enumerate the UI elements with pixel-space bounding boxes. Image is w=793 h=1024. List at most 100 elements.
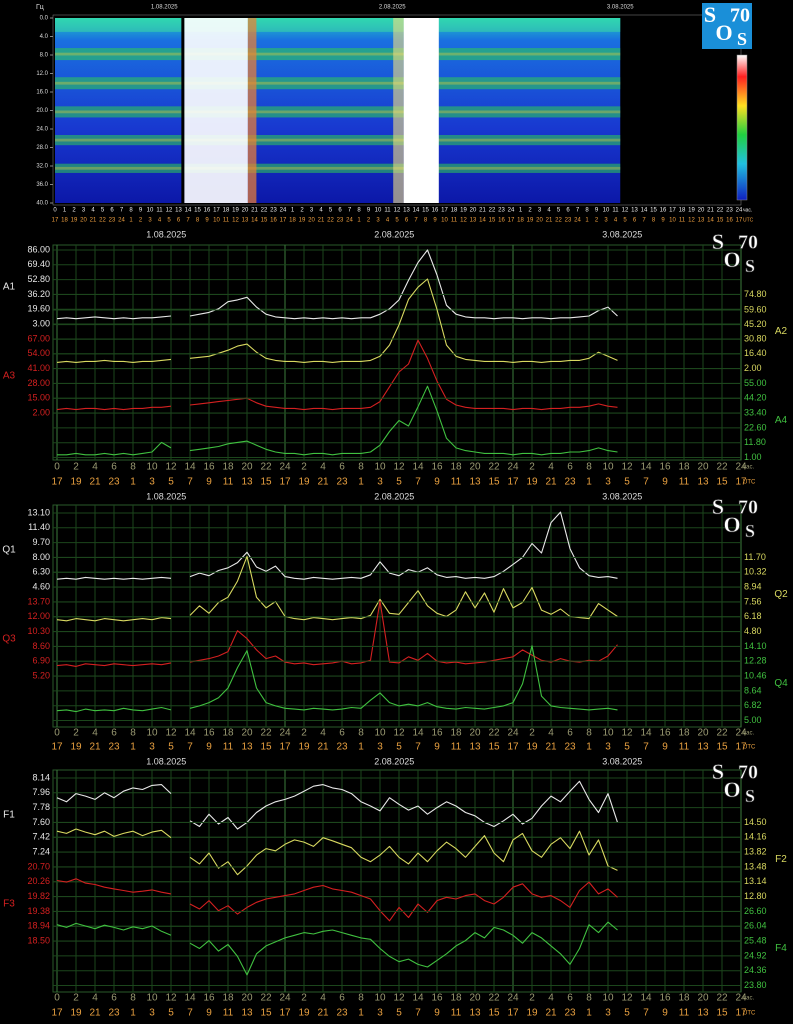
- y-tick-label: 19.38: [27, 906, 50, 916]
- utc-tick-label: 21: [89, 742, 101, 753]
- x-tick-label: 6: [111, 993, 117, 1004]
- utc-tick-label: 15: [717, 218, 724, 224]
- y-tick-label: 5.00: [744, 715, 762, 725]
- axis-name: A4: [775, 415, 788, 426]
- resonance-core: [55, 52, 621, 56]
- x-tick-label: 16: [659, 993, 671, 1004]
- y-tick-label: 7.60: [32, 817, 50, 827]
- utc-tick-label: 20: [308, 218, 315, 224]
- utc-tick-label: 19: [527, 218, 534, 224]
- date-label: 1.08.2025: [146, 756, 186, 766]
- x-tick-label: 24: [735, 728, 747, 739]
- logo-letter: O: [715, 20, 732, 45]
- utc-tick-label: 23: [336, 477, 348, 488]
- date-label: 1.08.2025: [146, 229, 186, 239]
- x-tick-label: 5: [101, 208, 105, 214]
- utc-tick-label: 9: [434, 477, 440, 488]
- x-tick-label: 2: [300, 208, 304, 214]
- utc-tick-label: 21: [89, 477, 101, 488]
- x-tick-label: 24: [735, 462, 747, 473]
- utc-tick-label: 13: [242, 218, 249, 224]
- x-tick-label: 24: [280, 208, 287, 214]
- x-tick-label: 18: [222, 462, 234, 473]
- x-unit: час.: [743, 465, 754, 471]
- x-tick-label: 20: [241, 728, 253, 739]
- x-tick-label: 16: [203, 462, 215, 473]
- x-tick-label: 16: [431, 993, 443, 1004]
- logo-letter: O: [723, 512, 740, 537]
- y-tick-label: 52.80: [27, 274, 50, 284]
- utc-tick-label: 16: [498, 218, 505, 224]
- x-tick-label: 24: [279, 462, 291, 473]
- x-tick-label: 8: [358, 728, 364, 739]
- x-tick-label: 17: [213, 208, 220, 214]
- utc-tick-label: 17: [736, 218, 743, 224]
- series-line: [56, 828, 618, 876]
- plot-area: [52, 504, 742, 728]
- y-tick-label: 8.00: [32, 552, 50, 562]
- logo-letter: S: [704, 2, 716, 27]
- utc-tick-label: 1: [585, 218, 589, 224]
- x-tick-label: 22: [260, 462, 272, 473]
- x-tick-label: 8: [358, 462, 364, 473]
- logo-letter: S: [745, 256, 755, 276]
- utc-tick-label: 3: [149, 742, 155, 753]
- x-tick-label: 22: [717, 208, 724, 214]
- logo-letter: S: [712, 759, 724, 784]
- utc-tick-label: 7: [642, 218, 646, 224]
- y-tick-label: 12.00: [27, 611, 50, 621]
- burst: [403, 18, 439, 203]
- y-tick-label: 12.80: [744, 891, 767, 901]
- utc-tick-label: 13: [470, 218, 477, 224]
- utc-tick-label: 7: [187, 1008, 193, 1019]
- x-tick-label: 13: [631, 208, 638, 214]
- utc-tick-label: 11: [679, 477, 690, 488]
- x-tick-label: 18: [222, 993, 234, 1004]
- x-tick-label: 4: [91, 208, 95, 214]
- y-tick-label: 0.0: [40, 16, 49, 22]
- utc-tick-label: 9: [206, 742, 212, 753]
- utc-tick-label: 23: [564, 742, 576, 753]
- utc-tick-label: 11: [679, 1008, 690, 1019]
- utc-unit: UTC: [743, 745, 756, 751]
- date-label: 2.08.2025: [379, 5, 406, 11]
- utc-tick-label: 7: [415, 477, 421, 488]
- x-unit: час.: [743, 207, 752, 213]
- x-tick-label: 14: [184, 462, 196, 473]
- date-label: 3.08.2025: [602, 756, 642, 766]
- x-tick-label: 10: [146, 993, 158, 1004]
- utc-tick-label: 15: [260, 742, 272, 753]
- utc-tick-label: 1: [130, 477, 136, 488]
- utc-tick-label: 9: [662, 1008, 668, 1019]
- x-tick-label: 10: [374, 993, 386, 1004]
- x-tick-label: 17: [669, 208, 676, 214]
- resonance-band: [55, 106, 621, 118]
- x-tick-label: 20: [242, 208, 249, 214]
- utc-tick-label: 9: [662, 742, 668, 753]
- y-tick-label: 2.00: [32, 407, 50, 417]
- y-tick-label: 10.32: [744, 567, 767, 577]
- y-tick-label: 24.92: [744, 950, 767, 960]
- axis-name: F1: [3, 810, 15, 821]
- series-line: [56, 878, 618, 922]
- x-tick-label: 2: [528, 208, 532, 214]
- x-tick-label: 1: [63, 208, 67, 214]
- x-tick-label: 2: [529, 462, 535, 473]
- y-tick-label: 20.26: [27, 876, 50, 886]
- x-tick-label: 14: [412, 728, 424, 739]
- y-tick-label: 4.80: [744, 626, 762, 636]
- y-tick-label: 19.60: [27, 304, 50, 314]
- utc-tick-label: 1: [586, 1008, 592, 1019]
- utc-tick-label: 13: [241, 477, 253, 488]
- utc-unit: UTC: [743, 217, 754, 223]
- x-tick-label: 2: [529, 728, 535, 739]
- resonance-band: [55, 135, 621, 146]
- utc-tick-label: 17: [735, 742, 747, 753]
- x-tick-label: 9: [367, 208, 371, 214]
- utc-tick-label: 23: [109, 218, 116, 224]
- x-tick-label: 14: [413, 208, 420, 214]
- utc-tick-label: 1: [357, 218, 361, 224]
- utc-tick-label: 19: [299, 218, 306, 224]
- x-tick-label: 16: [660, 208, 667, 214]
- utc-tick-label: 15: [716, 742, 728, 753]
